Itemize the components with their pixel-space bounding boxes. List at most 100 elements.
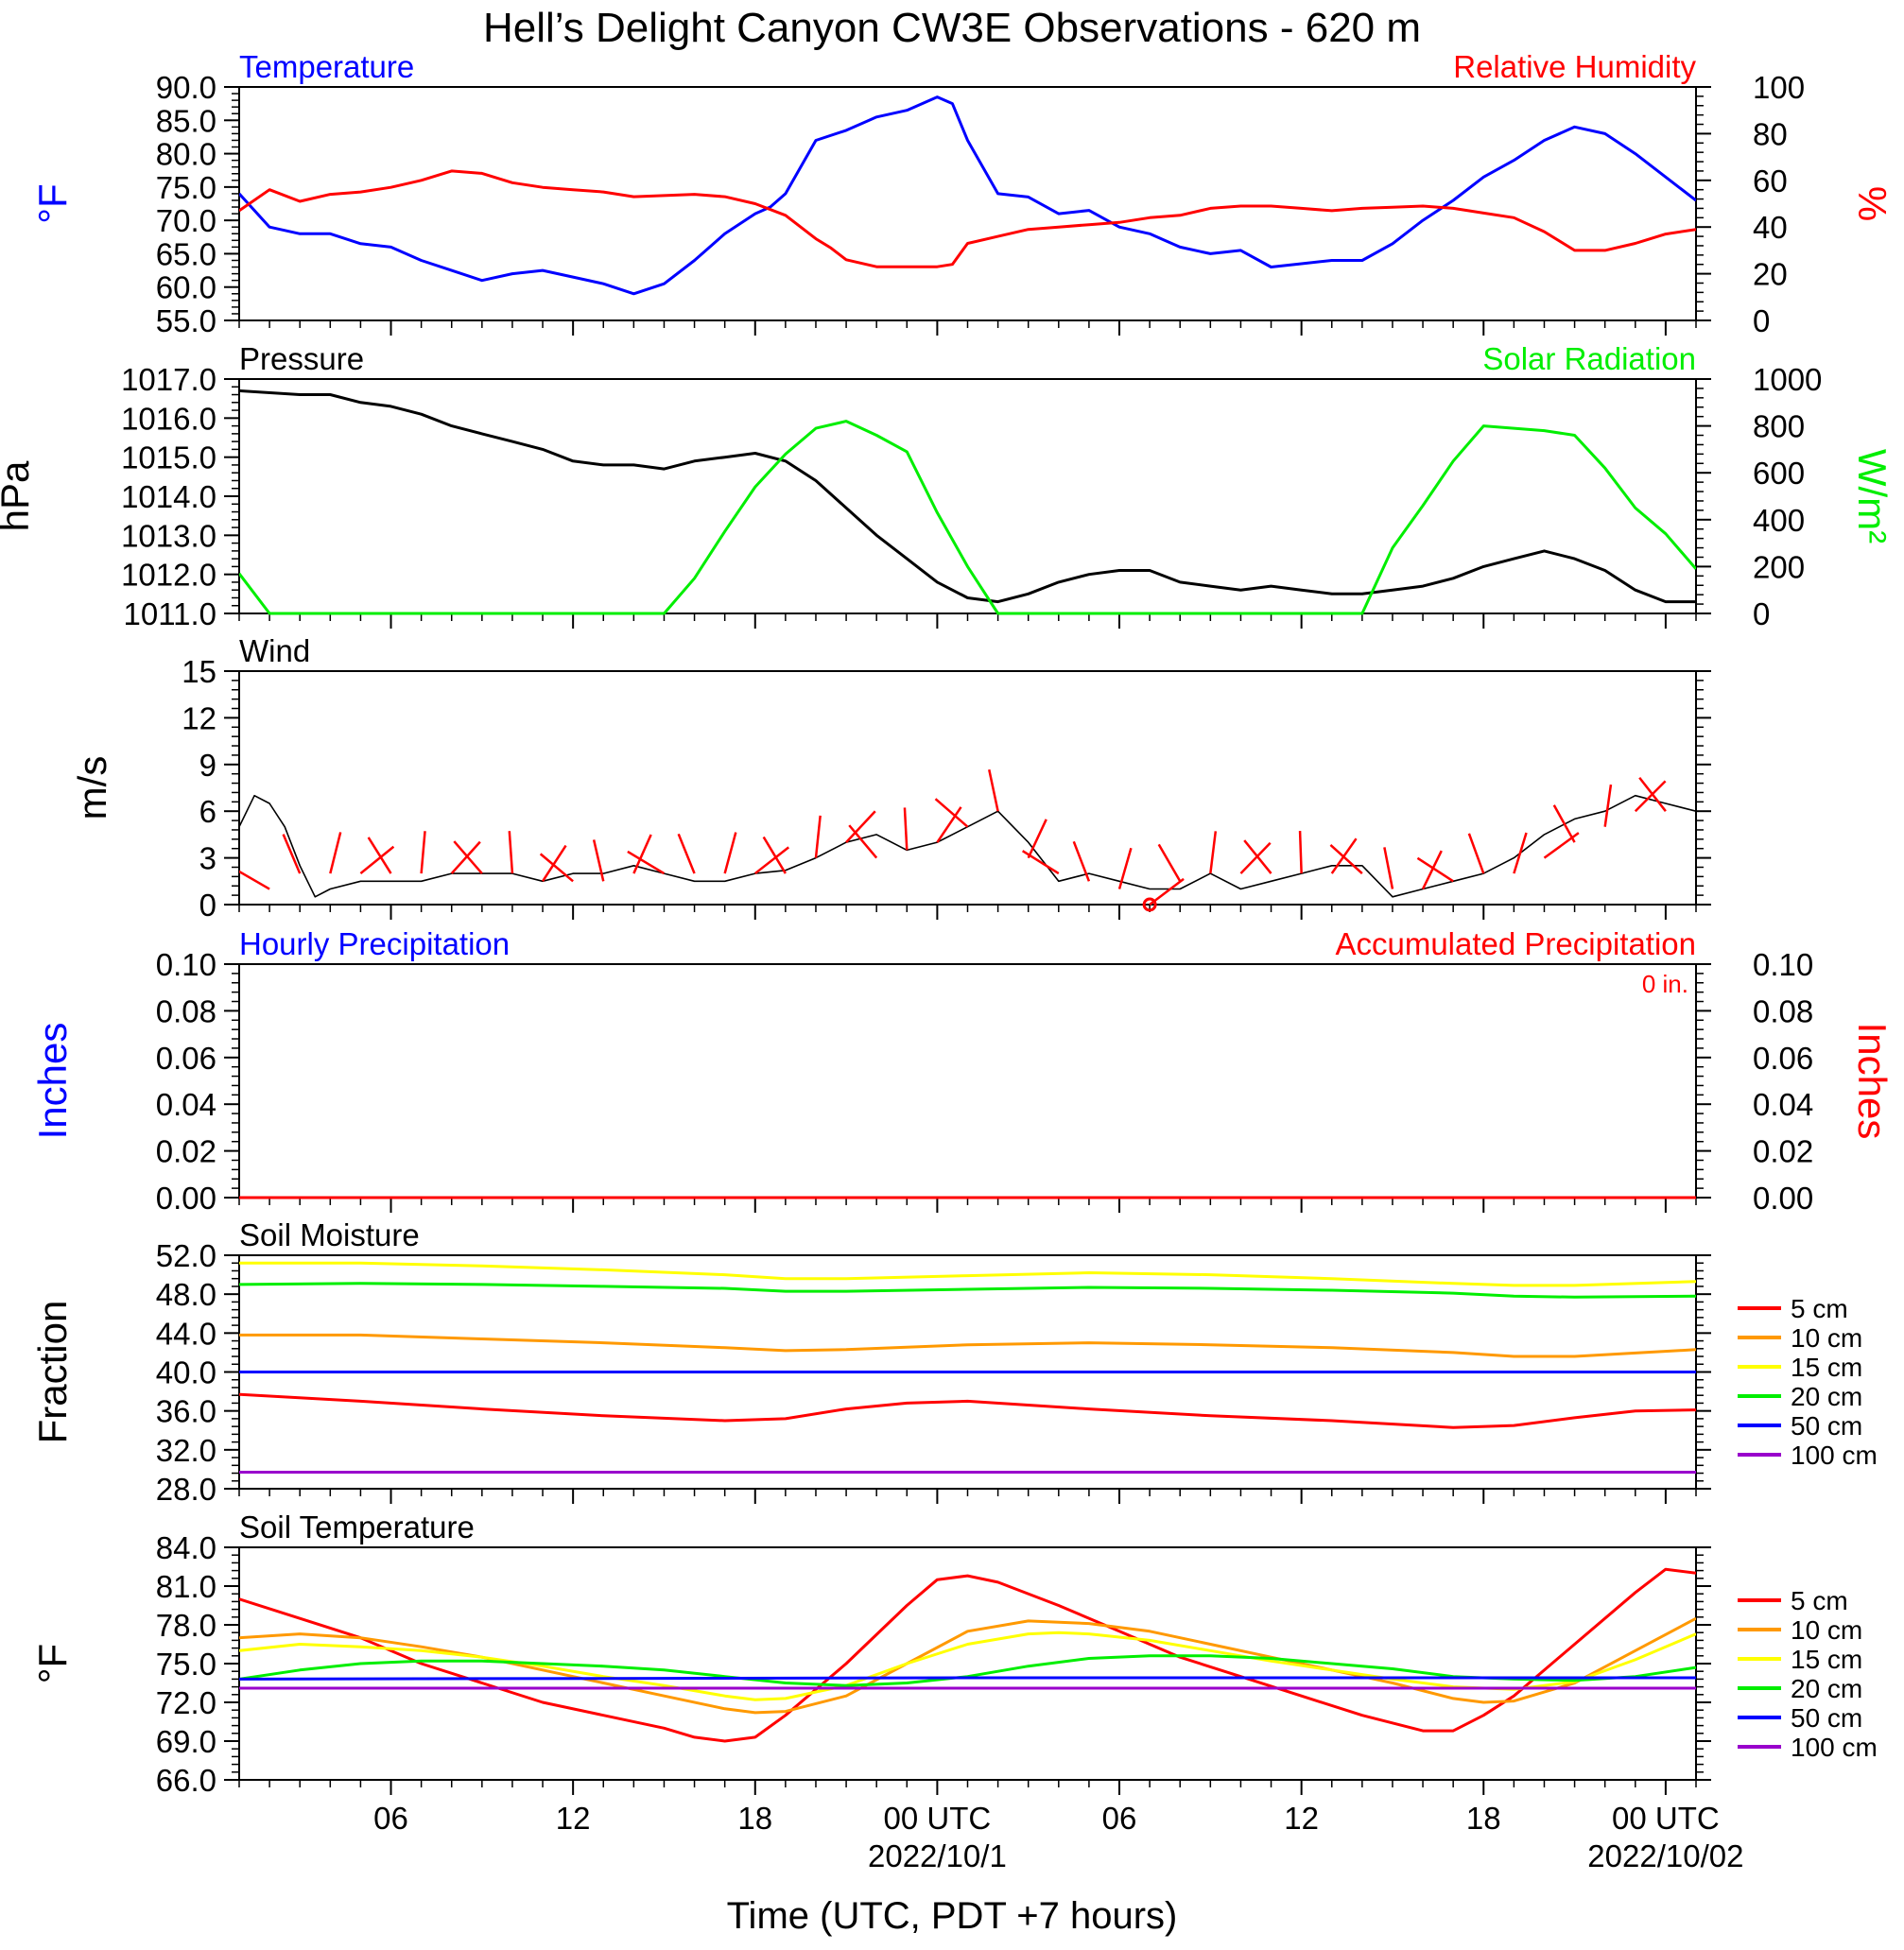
- series-group: [239, 1567, 1696, 1743]
- y-tick-label: 85.0: [156, 103, 216, 138]
- panel-title-left: Soil Moisture: [239, 1217, 420, 1252]
- legend-label: 5 cm: [1791, 1294, 1848, 1323]
- y2-tick-label: 600: [1753, 456, 1805, 491]
- wind-barb: [1416, 856, 1454, 883]
- y-tick-label: 60.0: [156, 270, 216, 305]
- panel-soil_temperature: 84.0 81.0 78.0 75.072.0 69.0 66.0 Soil Tempera…: [30, 1510, 1878, 1798]
- legend-label: 100 cm: [1791, 1441, 1878, 1470]
- y-tick-label: 0: [199, 888, 216, 923]
- wind-barb: [1638, 776, 1667, 812]
- wind-barb: [1421, 850, 1443, 890]
- panel-pressure_solar: 1017.0 1016.0 1015.0 1014.0 1013.0 1012.01011…: [0, 341, 1895, 631]
- y2-tick-label: 0.02: [1753, 1134, 1813, 1169]
- wind-barb: [541, 844, 567, 882]
- y2-tick-label: 0.10: [1753, 947, 1813, 982]
- chart-title: Hell’s Delight Canyon CW3E Observations …: [483, 5, 1421, 51]
- wind-barb: [754, 846, 790, 875]
- y-tick-label: 66.0: [156, 1763, 216, 1798]
- panel-temp_rh: 90.085.080.075.070.065.060.055.0 100 80 60 4…: [30, 49, 1895, 338]
- series-line: [239, 1261, 1696, 1287]
- y2-axis-label: Inches: [1850, 1023, 1895, 1140]
- series-line: [239, 1333, 1696, 1358]
- legend-label: 10 cm: [1791, 1323, 1862, 1353]
- y-tick-label: 40.0: [156, 1355, 216, 1390]
- y-tick-label: 36.0: [156, 1394, 216, 1429]
- plot-frame: [238, 963, 1697, 1199]
- y-tick-label: 90.0: [156, 70, 216, 105]
- y-tick-label: 72.0: [156, 1685, 216, 1720]
- wind-barb: [592, 839, 605, 882]
- panel-title-left: Wind: [239, 633, 310, 668]
- wind-barb: [1209, 831, 1218, 874]
- y-axis-label: Inches: [30, 1023, 75, 1140]
- plot-frame: [238, 670, 1697, 906]
- wind-barb: [539, 853, 574, 883]
- y-tick-label: 1012.0: [121, 558, 216, 593]
- y2-tick-label: 800: [1753, 409, 1805, 444]
- y2-tick-label: 0: [1753, 303, 1770, 338]
- y2-tick-label: 100: [1753, 70, 1805, 105]
- y-tick-label: 1013.0: [121, 518, 216, 553]
- series-line: [239, 1654, 1696, 1687]
- series-line: [239, 95, 1696, 296]
- y-tick-label: 3: [199, 841, 216, 876]
- y-tick-label: 80.0: [156, 137, 216, 172]
- legend-label: 50 cm: [1791, 1411, 1862, 1441]
- wind-barb: [934, 798, 969, 828]
- wind-barb: [329, 832, 342, 874]
- y-tick-label: 1011.0: [124, 596, 216, 631]
- series-group: [239, 95, 1696, 296]
- y-axis-label: °F: [30, 183, 75, 223]
- wind-barb: [1383, 847, 1394, 889]
- wind-barb: [1117, 847, 1133, 889]
- wind-barb: [632, 834, 652, 874]
- y-tick-label: 81.0: [156, 1569, 216, 1604]
- y-tick-label: 75.0: [156, 1647, 216, 1682]
- y-tick-label: 0.08: [156, 993, 216, 1028]
- series-line: [239, 1676, 1696, 1681]
- plot-frame: [238, 86, 1697, 321]
- wind-barb: [762, 836, 787, 874]
- y-tick-label: 44.0: [156, 1316, 216, 1351]
- y2-tick-label: 0.06: [1753, 1041, 1813, 1076]
- wind-barb: [627, 850, 666, 875]
- y2-tick-label: 40: [1753, 210, 1788, 245]
- panel-title-left: Pressure: [239, 341, 364, 376]
- plot-frame: [238, 378, 1697, 614]
- y-tick-label: 55.0: [156, 303, 216, 338]
- x-tick-label: 06: [1102, 1801, 1137, 1836]
- y2-tick-label: 0: [1753, 596, 1770, 631]
- y-tick-label: 70.0: [156, 203, 216, 238]
- wind-barb: [1243, 839, 1272, 874]
- x-tick-label: 12: [556, 1801, 591, 1836]
- y-tick-label: 75.0: [156, 170, 216, 205]
- panel-precip: 0.10 0.08 0.06 0.04 0.02 0.00 0.10 0.08 0.06 0.04…: [30, 926, 1895, 1216]
- y-tick-label: 48.0: [156, 1277, 216, 1312]
- legend-label: 20 cm: [1791, 1382, 1862, 1411]
- x-tick-label: 18: [1466, 1801, 1501, 1836]
- y-tick-label: 0.02: [156, 1134, 216, 1169]
- x-tick-label: 00 UTC: [884, 1801, 992, 1836]
- panel-title-right: Relative Humidity: [1453, 49, 1696, 84]
- y-tick-label: 32.0: [156, 1433, 216, 1468]
- wind-barb: [1239, 841, 1272, 874]
- legend-label: 15 cm: [1791, 1645, 1862, 1674]
- y-tick-label: 12: [182, 700, 216, 735]
- plot-frame: [238, 1546, 1697, 1781]
- y-tick-label: 78.0: [156, 1608, 216, 1643]
- legend-label: 15 cm: [1791, 1353, 1862, 1382]
- y-tick-label: 69.0: [156, 1724, 216, 1759]
- series-line: [239, 169, 1696, 268]
- wind-barb: [903, 807, 909, 851]
- series-line: [239, 420, 1696, 615]
- wind-barb: [1298, 831, 1303, 874]
- calm-wind-marker: [1142, 897, 1157, 912]
- wind-barb: [1634, 780, 1667, 813]
- y2-tick-label: 0.00: [1753, 1181, 1813, 1216]
- y2-tick-label: 0.04: [1753, 1087, 1813, 1122]
- y-tick-label: 6: [199, 794, 216, 829]
- y-tick-label: 9: [199, 748, 216, 783]
- y-tick-label: 52.0: [156, 1238, 216, 1273]
- x-tick-label: 12: [1284, 1801, 1319, 1836]
